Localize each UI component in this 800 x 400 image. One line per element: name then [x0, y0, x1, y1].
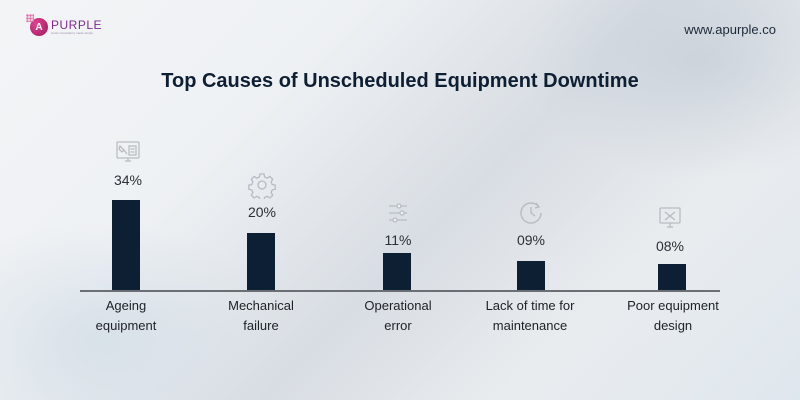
- bar-operational-error: [383, 253, 411, 290]
- monitor-tools-icon: [113, 138, 143, 168]
- bar-header-poor-design: 08%: [650, 204, 690, 254]
- bar-poor-design: [658, 264, 686, 290]
- monitor-repair-icon: [655, 204, 685, 234]
- value-label: 08%: [655, 238, 685, 254]
- category-label-line: maintenance: [492, 318, 568, 333]
- category-label-line: equipment: [95, 318, 157, 333]
- category-label: Mechanical failure: [191, 296, 331, 336]
- category-label-line: error: [384, 318, 412, 333]
- bar-lack-of-time: [517, 261, 545, 290]
- bar-header-mechanical: 20%: [242, 170, 282, 220]
- category-label-line: Lack of time for: [485, 298, 575, 313]
- category-label-line: design: [653, 318, 693, 333]
- value-label: 20%: [247, 204, 277, 220]
- value-label: 34%: [113, 172, 143, 188]
- sliders-icon: [383, 198, 413, 228]
- category-label-line: Mechanical: [228, 298, 294, 313]
- category-label: Lack of time for maintenance: [460, 296, 600, 336]
- bar-header-operational: 11%: [378, 198, 418, 248]
- logo-dots-decoration: [26, 14, 34, 22]
- clock-refresh-icon: [516, 198, 546, 228]
- bar-ageing-equipment: [112, 200, 140, 290]
- brand-logo: A PURPLE smart consultancy made simple: [26, 14, 103, 36]
- value-label: 11%: [384, 232, 412, 248]
- logo-mark-icon: A: [30, 18, 48, 36]
- bar-mechanical-failure: [247, 233, 275, 290]
- category-label-line: Ageing: [105, 298, 147, 313]
- category-label: Ageing equipment: [56, 296, 196, 336]
- bar-header-ageing: 34%: [108, 138, 148, 188]
- category-label-line: failure: [243, 318, 279, 333]
- gear-icon: [247, 170, 277, 200]
- chart-title: Top Causes of Unscheduled Equipment Down…: [161, 70, 639, 92]
- logo-name: PURPLE: [51, 18, 103, 32]
- value-label: 09%: [516, 232, 546, 248]
- category-label: Operational error: [328, 296, 468, 336]
- logo-tagline: smart consultancy made simple: [51, 31, 94, 35]
- category-label-line: Operational: [364, 298, 432, 313]
- category-label: Poor equipment design: [603, 296, 743, 336]
- x-axis-line: [80, 290, 720, 292]
- category-label-line: Poor equipment: [627, 298, 719, 313]
- bar-header-lack-of-time: 09%: [511, 198, 551, 248]
- website-url: www.apurple.co: [684, 22, 776, 37]
